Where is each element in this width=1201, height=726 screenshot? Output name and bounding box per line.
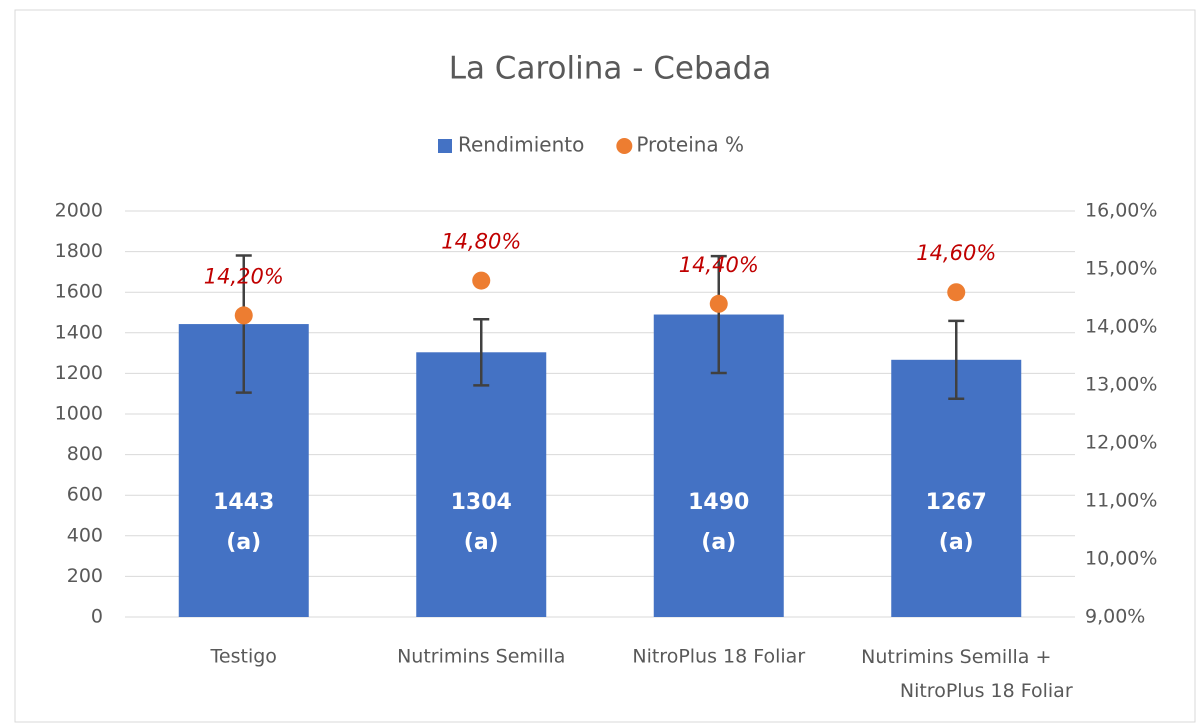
data-label: 1443 (213, 490, 274, 515)
y2-tick-label: 11,00% (1085, 490, 1157, 512)
bar (891, 359, 1022, 617)
x-tick-label: Testigo (210, 646, 277, 668)
data-label: 1490 (688, 490, 749, 515)
legend-swatch (438, 139, 452, 153)
y-tick-label: 1400 (55, 321, 103, 343)
point (234, 306, 253, 325)
y-tick-label: 400 (67, 524, 103, 546)
data-label-group: (a) (939, 530, 974, 555)
data-label: 1304 (451, 490, 512, 515)
chart-title: La Carolina - Cebada (449, 51, 772, 87)
data-label: 14,20% (204, 264, 284, 288)
data-label: 14,40% (679, 253, 759, 277)
y2-tick-label: 15,00% (1085, 258, 1157, 280)
data-label-group: (a) (464, 530, 499, 555)
y-tick-label: 600 (67, 484, 103, 506)
data-label: 14,60% (916, 241, 996, 265)
x-tick-label: Nutrimins Semilla + NitroPlus 18 Foliar (861, 646, 1073, 702)
data-label-group: (a) (226, 530, 261, 555)
y-tick-label: 200 (67, 565, 103, 587)
y-tick-label: 1200 (55, 362, 103, 384)
y-tick-label: 1800 (55, 240, 103, 262)
y-tick-label: 1600 (55, 281, 103, 303)
legend-label: Proteina % (636, 133, 744, 157)
y2-tick-label: 9,00% (1085, 606, 1145, 628)
x-tick-label: Nutrimins Semilla (397, 646, 565, 668)
y2-tick-label: 12,00% (1085, 432, 1157, 454)
y2-tick-label: 16,00% (1085, 200, 1157, 222)
y2-tick-label: 14,00% (1085, 316, 1157, 338)
bar (416, 352, 547, 617)
data-label: 1267 (926, 490, 987, 515)
legend-label: Rendimiento (458, 133, 584, 157)
point (947, 283, 966, 302)
data-label: 14,80% (441, 230, 521, 254)
y2-tick-label: 13,00% (1085, 374, 1157, 396)
point (709, 294, 728, 313)
legend-swatch (616, 138, 633, 154)
data-label-group: (a) (701, 530, 736, 555)
y-tick-label: 1000 (55, 403, 103, 425)
point (472, 271, 491, 290)
y-tick-label: 2000 (55, 200, 103, 222)
y-tick-label: 0 (91, 606, 103, 628)
x-tick-label: NitroPlus 18 Foliar (632, 646, 805, 668)
y-tick-label: 800 (67, 443, 103, 465)
y2-tick-label: 10,00% (1085, 548, 1157, 570)
